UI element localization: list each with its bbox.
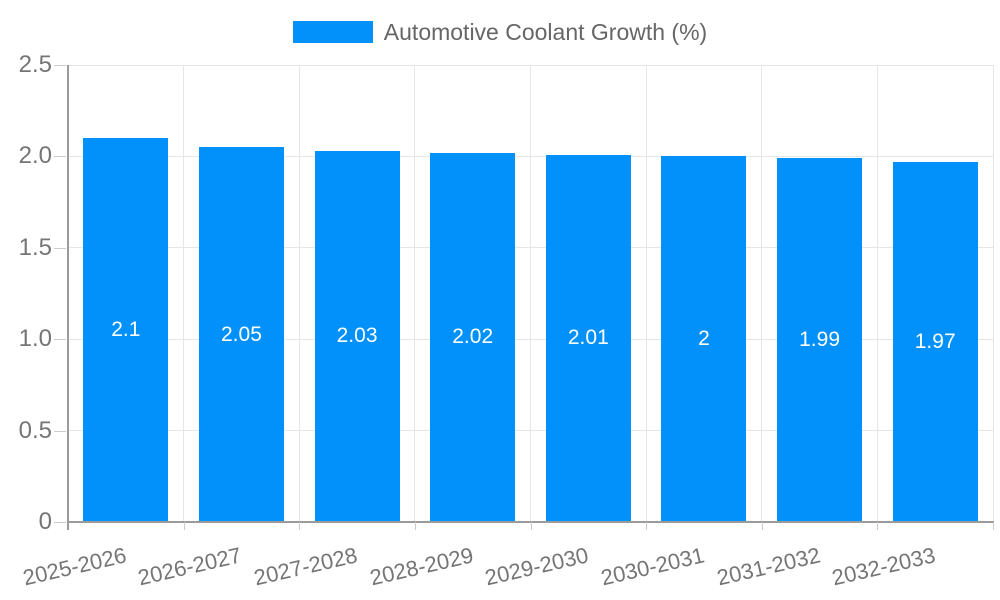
v-gridline [992, 65, 994, 522]
bar-value-label: 2.05 [221, 322, 262, 346]
x-tick-mark [761, 522, 763, 530]
x-tick-mark [414, 522, 416, 530]
v-gridline [876, 65, 878, 522]
y-tick-label: 2.0 [18, 142, 52, 170]
x-tick-mark [183, 522, 185, 530]
y-tick-label: 1.5 [18, 233, 52, 261]
legend-label: Automotive Coolant Growth (%) [383, 19, 708, 45]
y-tick-mark [54, 339, 66, 341]
x-tick-mark [877, 522, 879, 530]
bar-value-label: 2.02 [452, 325, 494, 349]
bar-value-label: 2.1 [111, 318, 141, 342]
v-gridline [530, 65, 531, 522]
bar: 2 [661, 156, 747, 522]
y-tick-label: 1.0 [18, 325, 52, 353]
v-gridline [645, 65, 647, 522]
legend-swatch [292, 21, 373, 43]
bar: 2.01 [545, 154, 631, 522]
y-tick-label: 2.5 [18, 51, 52, 78]
y-axis-line [67, 65, 69, 530]
bar-value-label: 2.01 [567, 326, 609, 350]
y-tick-mark [54, 522, 66, 523]
bar: 1.97 [892, 161, 978, 522]
x-tick-mark [993, 522, 994, 530]
y-tick-mark [54, 156, 66, 158]
v-gridline [761, 65, 763, 522]
x-tick-mark [646, 522, 648, 530]
plot-area: 2.1 2.05 2.03 2.02 2.01 2 1.99 1.97 [68, 64, 994, 522]
y-tick-mark [54, 247, 66, 249]
v-gridline [414, 65, 416, 522]
bar-value-label: 2.03 [336, 324, 378, 348]
bar: 2.03 [314, 150, 400, 522]
bar-value-label: 1.97 [914, 329, 956, 353]
bar: 1.99 [777, 158, 863, 522]
y-tick-mark [54, 430, 66, 432]
y-tick-label: 0 [38, 508, 52, 535]
v-gridline [298, 65, 300, 522]
bar: 2.1 [83, 138, 169, 522]
x-tick-mark [299, 522, 301, 530]
bar: 2.02 [430, 152, 516, 522]
bar-value-label: 2 [698, 327, 710, 351]
legend[interactable]: Automotive Coolant Growth (%) [0, 20, 1000, 44]
bar-value-label: 1.99 [799, 328, 840, 352]
bar: 2.05 [198, 147, 284, 522]
v-gridline [183, 65, 185, 522]
y-tick-mark [54, 65, 66, 66]
y-tick-label: 0.5 [18, 416, 52, 444]
x-tick-mark [530, 522, 532, 530]
